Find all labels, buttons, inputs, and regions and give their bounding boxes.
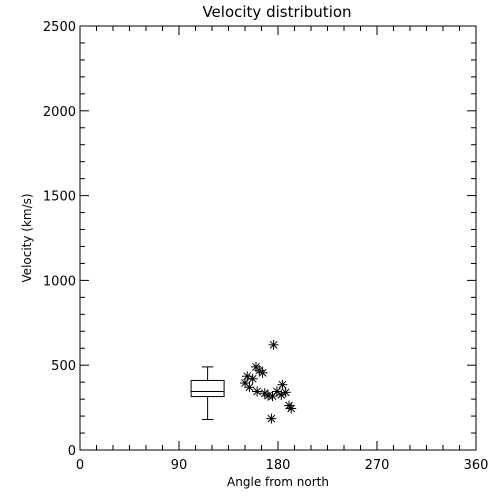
x-tick-label: 360 bbox=[464, 458, 489, 473]
scatter-point bbox=[280, 387, 291, 398]
plot-frame bbox=[79, 25, 477, 451]
scatter-point bbox=[286, 403, 297, 414]
y-tick-label: 1500 bbox=[43, 190, 76, 205]
y-axis: 0 500 1000 1500 2000 2500 bbox=[43, 20, 476, 459]
scatter-point bbox=[247, 373, 258, 384]
scatter-point bbox=[252, 386, 263, 397]
y-tick-label: 0 bbox=[68, 444, 76, 459]
x-tick-label: 90 bbox=[171, 458, 188, 473]
scatter-point bbox=[277, 379, 288, 390]
x-axis-label: Angle from north bbox=[227, 475, 329, 489]
scatter-point bbox=[267, 391, 278, 402]
scatter-point bbox=[268, 339, 279, 350]
x-tick-label: 0 bbox=[76, 458, 84, 473]
y-tick-label: 2000 bbox=[43, 105, 76, 120]
y-tick-label: 500 bbox=[51, 359, 76, 374]
boxplot-box bbox=[190, 379, 225, 398]
scatter-point bbox=[240, 378, 250, 389]
y-axis-label: Velocity (km/s) bbox=[20, 193, 34, 282]
scatter-point bbox=[244, 382, 255, 393]
x-tick-label: 180 bbox=[266, 458, 291, 473]
x-axis: 0 90 180 270 360 bbox=[76, 26, 489, 473]
x-tick-label: 270 bbox=[365, 458, 390, 473]
y-tick-label: 2500 bbox=[43, 20, 76, 35]
scatter-point bbox=[276, 389, 287, 400]
y-tick-label: 1000 bbox=[43, 274, 76, 289]
chart-title: Velocity distribution bbox=[202, 3, 351, 21]
boxplot bbox=[190, 366, 225, 420]
scatter-points bbox=[240, 339, 297, 424]
scatter-point bbox=[257, 367, 268, 378]
scatter-point bbox=[266, 413, 277, 424]
